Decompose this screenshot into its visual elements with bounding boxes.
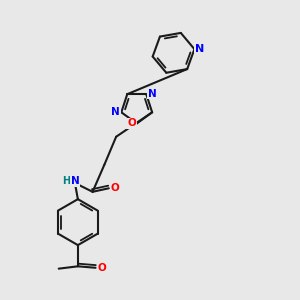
Text: O: O [111,183,120,193]
Text: H: H [63,176,71,186]
Text: N: N [111,107,120,117]
Text: O: O [98,263,106,273]
Text: N: N [148,88,157,99]
Text: O: O [127,118,136,128]
Text: N: N [195,44,204,54]
Text: N: N [70,176,79,186]
